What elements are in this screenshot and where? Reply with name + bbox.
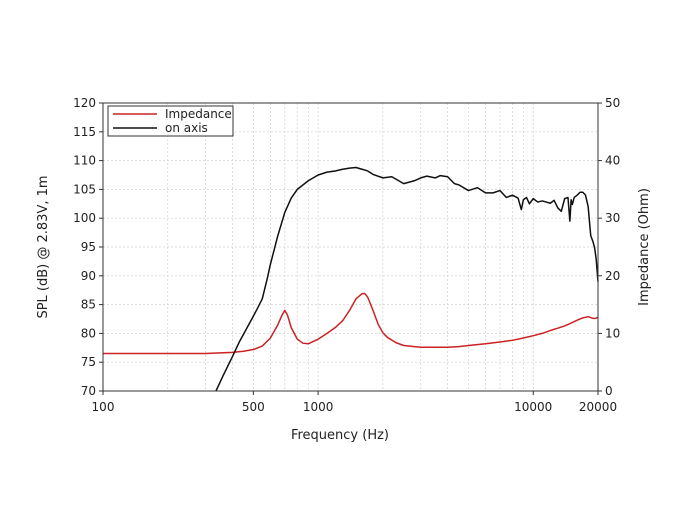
legend-label-on-axis: on axis bbox=[165, 121, 208, 135]
y2-tick-label: 30 bbox=[605, 211, 620, 225]
y-tick-label: 75 bbox=[81, 355, 96, 369]
y-tick-label: 95 bbox=[81, 240, 96, 254]
x-tick-label: 100 bbox=[92, 400, 115, 414]
y-tick-label: 70 bbox=[81, 384, 96, 398]
y-tick-label: 110 bbox=[73, 154, 96, 168]
y-tick-label: 115 bbox=[73, 125, 96, 139]
legend: Impedance on axis bbox=[107, 105, 234, 137]
x-tick-label: 10000 bbox=[514, 400, 552, 414]
y-tick-label: 100 bbox=[73, 211, 96, 225]
y2-tick-label: 20 bbox=[605, 269, 620, 283]
x-axis-ticks: 100 500 1000 10000 20000 bbox=[92, 391, 617, 414]
y2-tick-label: 40 bbox=[605, 154, 620, 168]
left-axis-ticks: 70 75 80 85 90 95 100 105 110 115 120 bbox=[73, 96, 103, 398]
y2-tick-label: 10 bbox=[605, 326, 620, 340]
y-axis-title: SPL (dB) @ 2.83V, 1m bbox=[36, 175, 51, 318]
y-tick-label: 90 bbox=[81, 269, 96, 283]
right-axis-ticks: 0 10 20 30 40 50 bbox=[598, 96, 620, 398]
y2-axis-title: Impedance (Ohm) bbox=[637, 188, 652, 306]
x-axis-title: Frequency (Hz) bbox=[291, 428, 389, 443]
grid bbox=[103, 103, 598, 391]
series-line-on-axis bbox=[215, 166, 599, 392]
y-tick-label: 85 bbox=[81, 298, 96, 312]
y2-tick-label: 0 bbox=[605, 384, 613, 398]
y-tick-label: 120 bbox=[73, 96, 96, 110]
x-tick-label: 1000 bbox=[303, 400, 334, 414]
series-line-impedance bbox=[103, 292, 599, 355]
legend-label-impedance: Impedance bbox=[165, 107, 232, 121]
legend-box bbox=[107, 105, 234, 137]
x-tick-label: 20000 bbox=[579, 400, 617, 414]
x-tick-label: 500 bbox=[242, 400, 265, 414]
y2-tick-label: 50 bbox=[605, 96, 620, 110]
y-tick-label: 105 bbox=[73, 182, 96, 196]
series-layer bbox=[103, 166, 599, 392]
y-tick-label: 80 bbox=[81, 326, 96, 340]
